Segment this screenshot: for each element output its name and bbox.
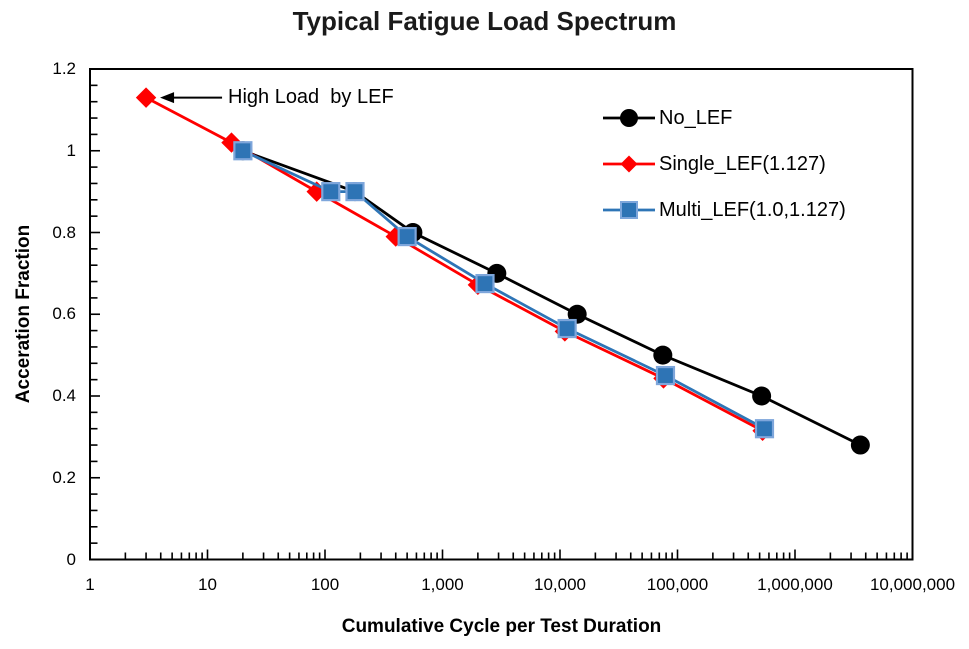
legend-item-Multi_LEF(1.0,1.127): Multi_LEF(1.0,1.127) (603, 195, 846, 225)
x-tick-label: 10 (198, 575, 217, 594)
legend-label: No_LEF (659, 106, 733, 129)
legend-marker-diamond-icon (603, 155, 655, 173)
y-tick-label: 0.2 (52, 467, 76, 487)
data-point-No_LEF (653, 345, 673, 365)
x-tick-label: 10,000 (534, 575, 586, 594)
data-point-Multi_LEF(1.0,1.127) (321, 182, 341, 202)
y-tick-label: 0.8 (52, 222, 76, 242)
data-point-Multi_LEF(1.0,1.127) (557, 318, 577, 339)
legend-marker-square-icon (603, 201, 655, 219)
data-point-Multi_LEF(1.0,1.127) (475, 273, 495, 294)
data-point-No_LEF (752, 386, 772, 406)
y-tick-label: 1 (66, 140, 76, 160)
data-point-Multi_LEF(1.0,1.127) (233, 141, 253, 161)
x-tick-label: 1,000,000 (757, 575, 833, 594)
x-tick-label: 10,000,000 (869, 575, 956, 594)
legend-item-Single_LEF(1.127): Single_LEF(1.127) (603, 149, 826, 179)
x-tick-label: 1,000 (421, 575, 464, 594)
legend-label: Single_LEF(1.127) (659, 152, 826, 175)
data-point-Multi_LEF(1.0,1.127) (397, 226, 417, 247)
x-tick-label: 1 (85, 575, 95, 594)
legend-item-No_LEF: No_LEF (603, 103, 732, 133)
chart-title: Typical Fatigue Load Spectrum (292, 6, 677, 36)
data-point-Single_LEF(1.127) (135, 87, 157, 108)
y-tick-label: 0.4 (52, 386, 76, 405)
y-tick-label: 0.6 (52, 304, 76, 324)
data-point-Multi_LEF(1.0,1.127) (754, 419, 775, 439)
x-tick-label: 100,000 (646, 575, 709, 594)
data-point-No_LEF (850, 435, 870, 455)
legend-label: Multi_LEF(1.0,1.127) (659, 198, 846, 221)
y-tick-label: 0 (66, 549, 76, 569)
annotation-arrowhead-icon (160, 92, 175, 104)
annotation-high-load-label: High Load by LEF (228, 86, 394, 108)
plot-border (89, 68, 914, 561)
y-tick-label: 1.2 (52, 59, 76, 78)
data-point-Multi_LEF(1.0,1.127) (345, 182, 365, 202)
legend-marker-circle-icon (603, 109, 655, 127)
x-tick-label: 100 (310, 575, 340, 594)
data-point-Multi_LEF(1.0,1.127) (655, 365, 676, 386)
x-axis-title: Cumulative Cycle per Test Duration (341, 616, 662, 637)
